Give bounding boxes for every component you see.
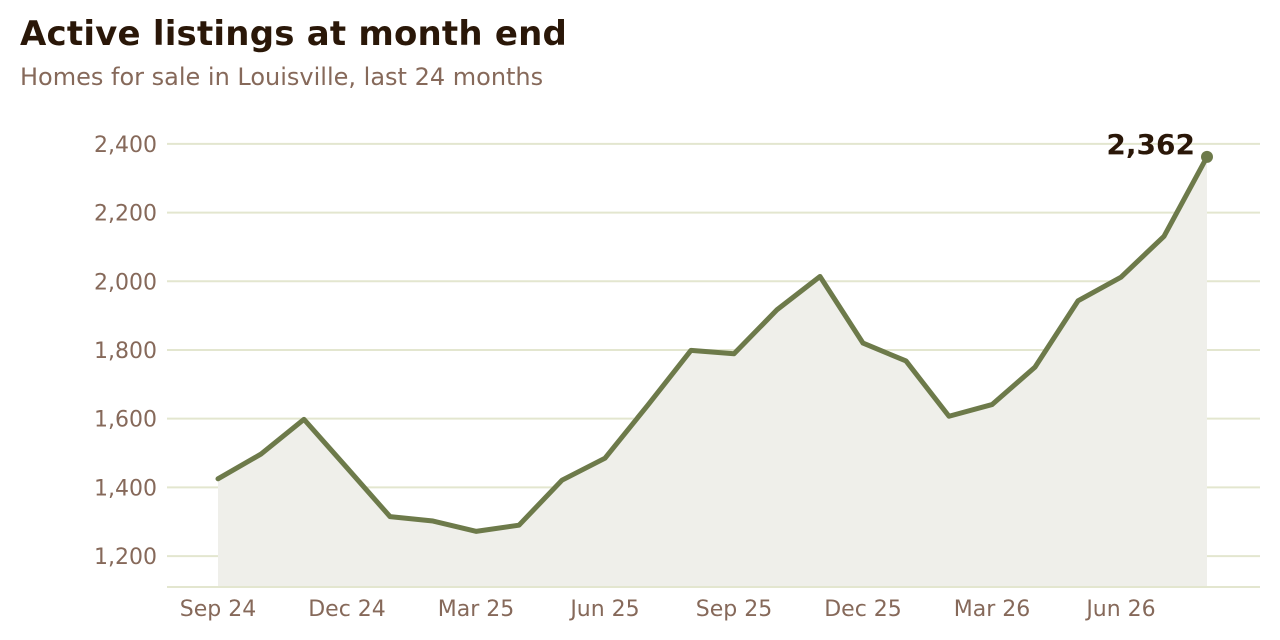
y-axis-labels: 1,200 1,400 1,600 1,800 2,000 2,200 2,400 [94,133,157,570]
x-tick-label: Jun 26 [1084,597,1155,622]
x-tick-label: Dec 25 [824,597,902,622]
y-tick-label: 1,600 [94,408,157,433]
chart-title: Active listings at month end [20,14,568,54]
x-tick-label: Mar 26 [954,597,1031,622]
series-line [215,154,1210,534]
end-point-marker [1201,150,1213,163]
y-tick-label: 2,200 [94,202,157,227]
end-annotation: 2,362 [1106,128,1213,163]
x-tick-label: Sep 24 [180,597,256,622]
y-tick-label: 2,000 [94,270,157,295]
y-tick-label: 1,200 [94,545,157,570]
area-path [218,156,1207,588]
x-tick-label: Dec 24 [308,597,386,622]
area-fill [218,156,1207,588]
y-tick-label: 2,400 [94,133,157,158]
y-tick-label: 1,400 [94,476,157,501]
chart-subtitle: Homes for sale in Louisville, last 24 mo… [20,63,544,91]
x-tick-label: Mar 25 [438,597,515,622]
x-axis-labels: Sep 24 Dec 24 Mar 25 Jun 25 Sep 25 Dec 25 Mar … [180,597,1156,622]
y-tick-label: 1,800 [94,339,157,364]
series-line-group [215,154,1210,534]
x-tick-label: Jun 25 [568,597,639,622]
x-tick-label: Sep 25 [696,597,772,622]
end-value-label: 2,362 [1106,128,1195,161]
